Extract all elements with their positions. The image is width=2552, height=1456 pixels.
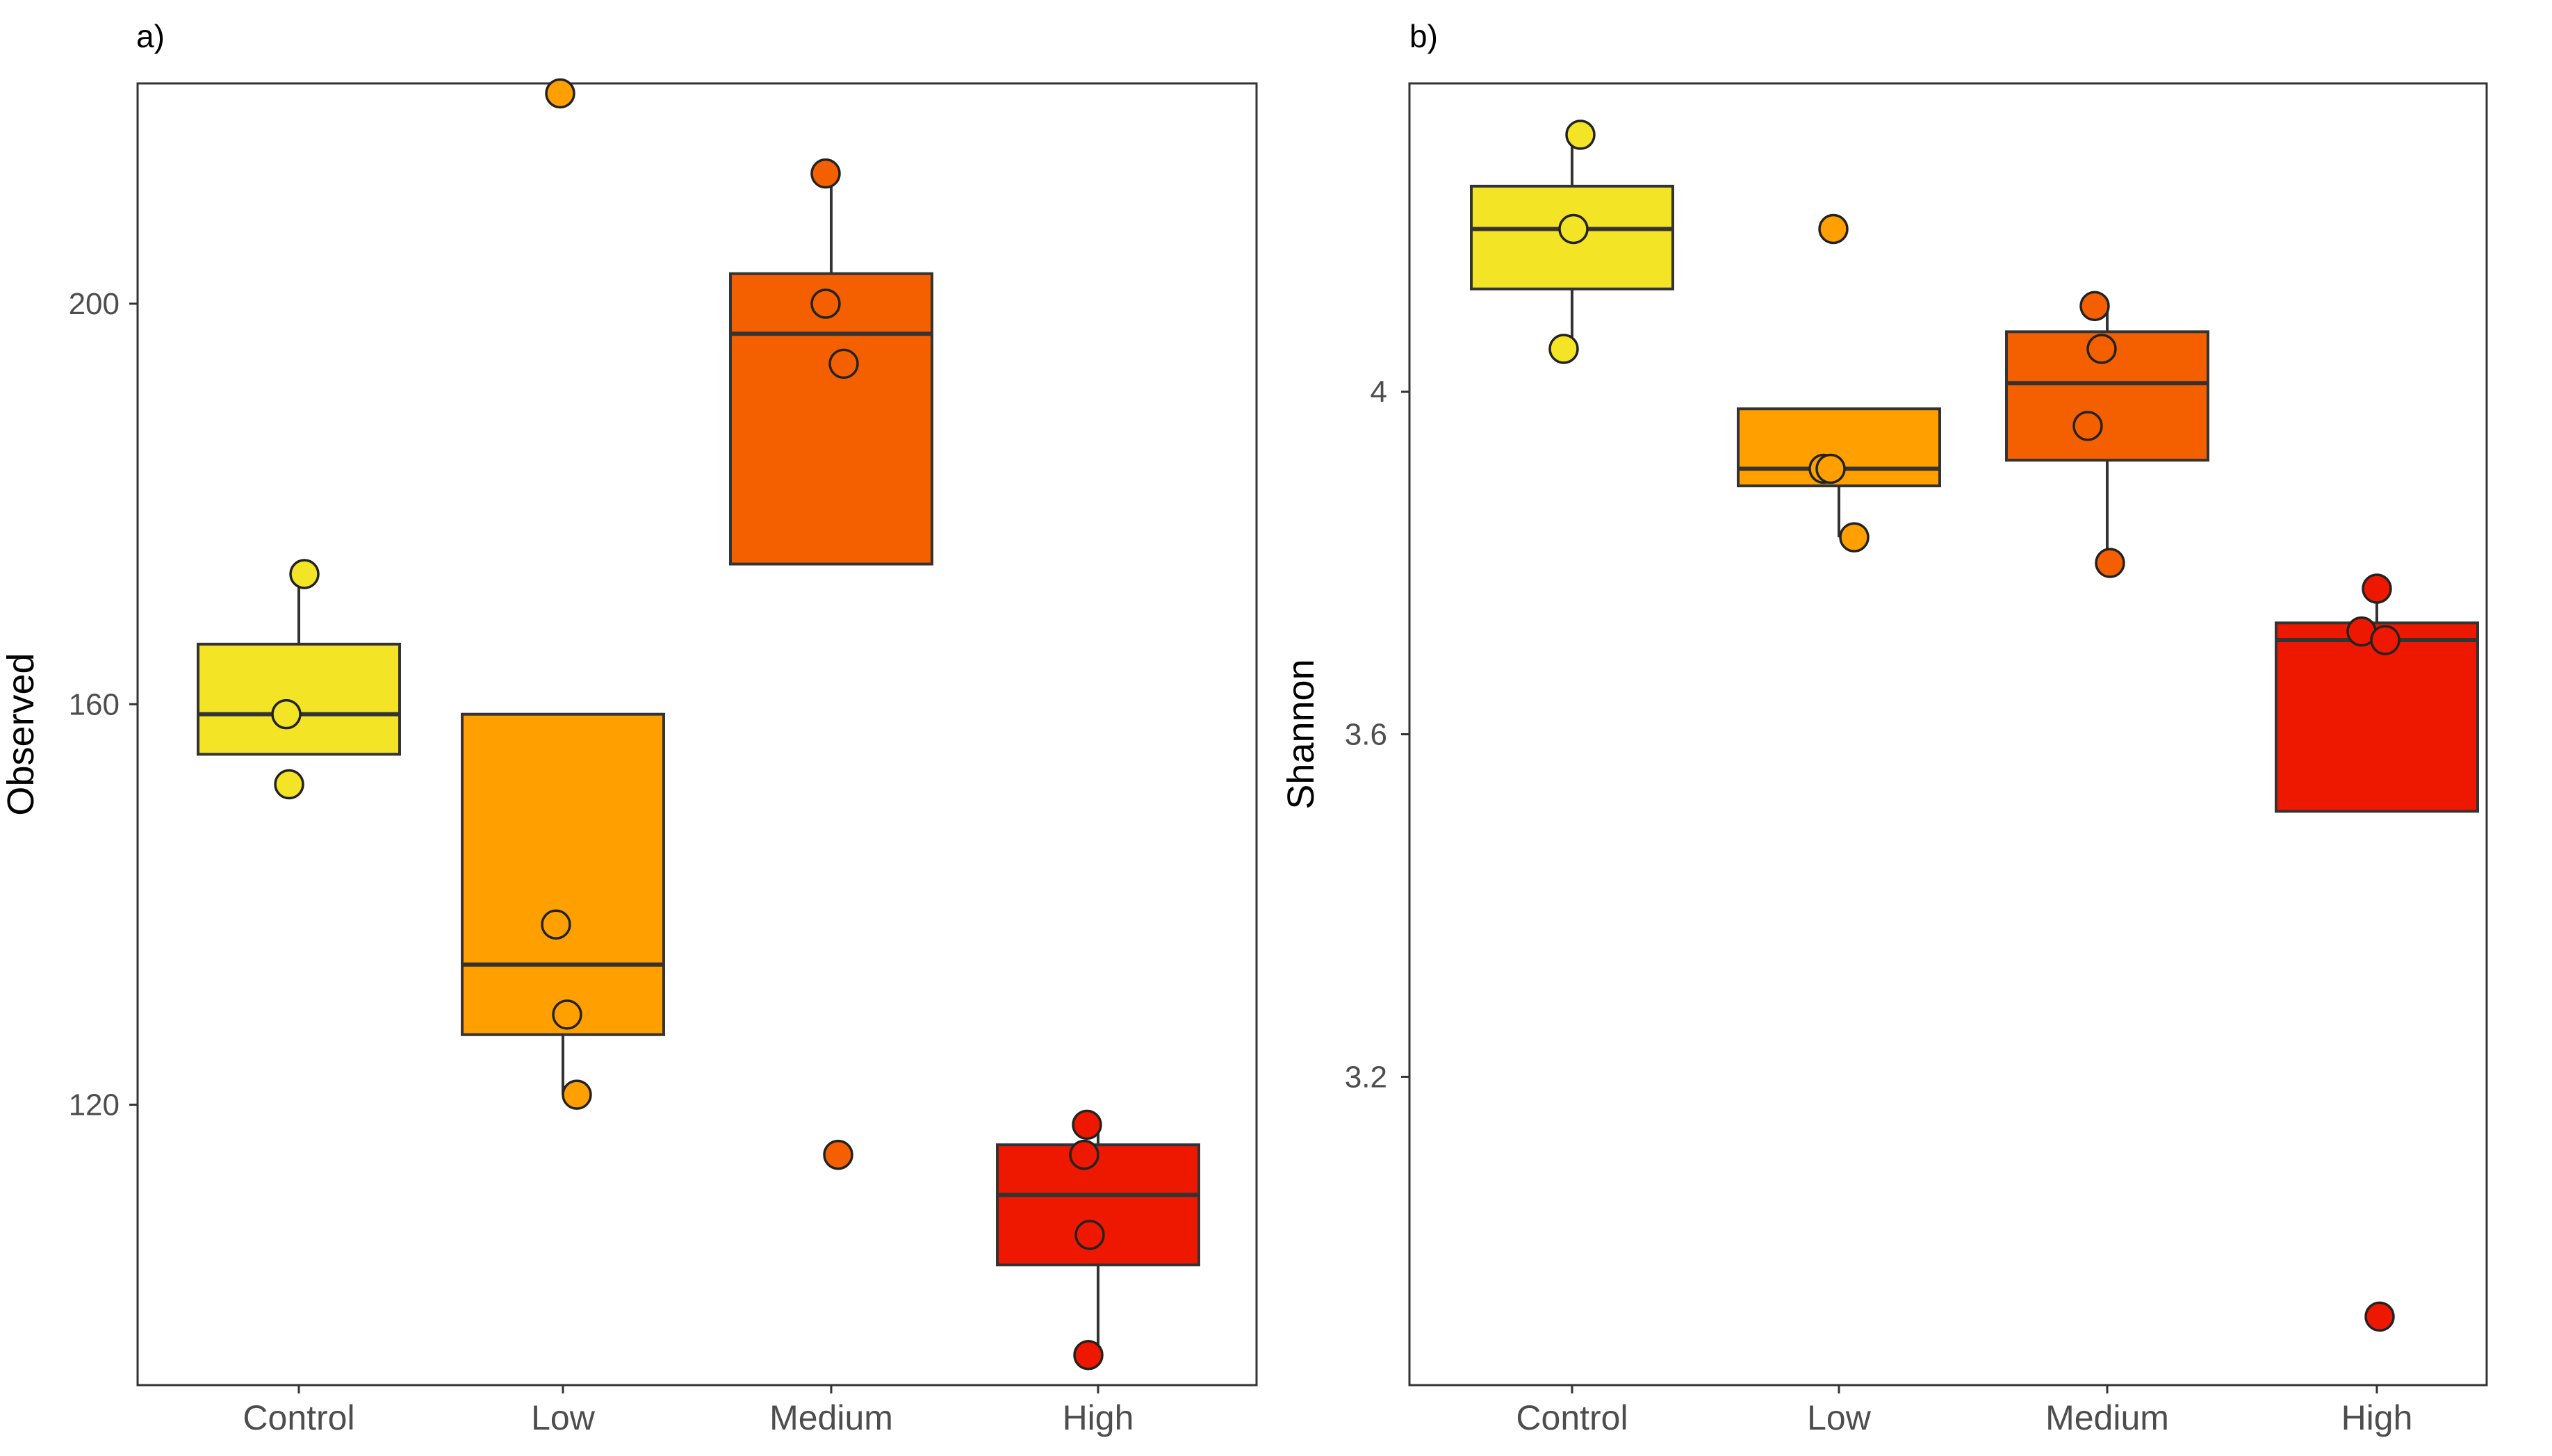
data-point xyxy=(1074,1220,1105,1250)
data-point xyxy=(2364,1301,2395,1332)
data-point xyxy=(1558,213,1589,245)
box-group-high xyxy=(996,1109,1200,1371)
data-point xyxy=(562,1079,592,1110)
data-point xyxy=(552,999,582,1030)
data-point xyxy=(541,909,571,940)
box xyxy=(2275,621,2479,813)
box-group-low xyxy=(1737,213,1941,553)
box-group-high xyxy=(2275,573,2479,1332)
data-point xyxy=(2072,411,2103,441)
data-point xyxy=(1548,334,1579,364)
x-tick-label: High xyxy=(2341,1398,2413,1437)
y-axis-title: Shannon xyxy=(1280,659,1322,809)
box xyxy=(197,642,401,756)
data-point xyxy=(2095,548,2125,578)
data-point xyxy=(1839,522,1870,553)
y-tick-label: 120 xyxy=(69,1088,120,1122)
data-point xyxy=(1818,213,1849,245)
data-point xyxy=(1565,120,1596,150)
data-point xyxy=(2079,291,2110,322)
data-point xyxy=(274,769,304,800)
x-tick-label: Control xyxy=(243,1398,354,1437)
box-group-control xyxy=(1470,120,1674,364)
data-point xyxy=(1072,1109,1102,1140)
x-tick-label: Low xyxy=(1807,1398,1872,1437)
data-point xyxy=(810,158,841,189)
plot-frame xyxy=(136,82,1258,1387)
data-point xyxy=(289,559,320,589)
panel-a: a) Observed 120 160 200 Control Low Medium High xyxy=(0,18,1258,1437)
data-point xyxy=(810,288,841,319)
box-group-medium xyxy=(2005,291,2209,578)
data-point xyxy=(2370,625,2400,655)
data-point xyxy=(1073,1340,1104,1371)
y-axis-title: Observed xyxy=(0,653,42,815)
y-tick-label: 3.2 xyxy=(1345,1060,1387,1094)
box xyxy=(729,272,933,566)
panel-label: b) xyxy=(1409,18,1438,54)
y-tick-label: 200 xyxy=(69,287,120,321)
data-point xyxy=(545,78,575,109)
x-tick-label: Medium xyxy=(2045,1398,2169,1437)
y-tick-label: 160 xyxy=(69,687,120,721)
data-point xyxy=(828,348,859,379)
data-point xyxy=(2086,334,2117,364)
panel-label: a) xyxy=(136,18,165,54)
data-point xyxy=(2362,573,2392,604)
y-tick-label: 4 xyxy=(1371,375,1387,409)
box-group-medium xyxy=(729,158,933,1170)
box-group-control xyxy=(197,559,401,800)
data-point xyxy=(271,698,302,730)
data-point xyxy=(1815,453,1846,484)
x-tick-label: Low xyxy=(531,1398,596,1437)
box-group-low xyxy=(461,78,665,1110)
x-tick-label: Control xyxy=(1516,1398,1628,1437)
data-point xyxy=(823,1139,853,1170)
x-tick-label: Medium xyxy=(769,1398,893,1437)
y-tick-label: 3.6 xyxy=(1345,718,1387,752)
x-tick-label: High xyxy=(1063,1398,1134,1437)
data-point xyxy=(1069,1139,1099,1170)
box xyxy=(461,712,665,1036)
panel-b: b) Shannon 3.2 3.6 4 Control Low Medium High xyxy=(1280,18,2488,1437)
